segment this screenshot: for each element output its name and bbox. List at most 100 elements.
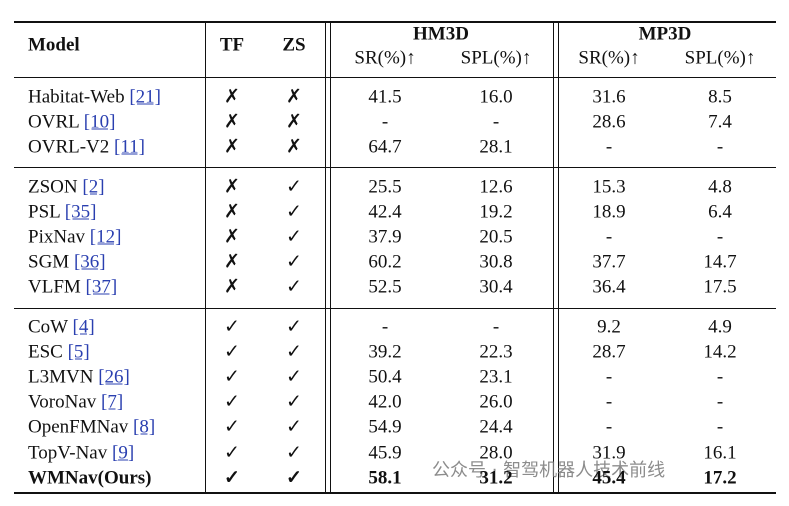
citation: [4] [72,316,95,338]
model-name: PSL [28,201,61,223]
header-tf: TF [219,34,245,56]
header-zs: ZS [282,34,306,56]
model-cell: TopV-Nav [9] [28,443,134,462]
zs-cell: ✓ [286,251,302,273]
value-cell: 4.9 [708,316,732,338]
value-cell: 50.4 [368,366,402,388]
tf-cell: ✓ [224,316,240,338]
value-cell: 30.4 [479,276,513,298]
tf-cell: ✗ [224,86,240,108]
value-cell: - [492,316,500,338]
value-cell: 15.3 [592,176,626,198]
value-cell: 39.2 [368,341,402,363]
model-cell: L3MVN [26] [28,368,130,387]
citation: [2] [82,176,105,198]
model-name: TopV-Nav [28,442,108,463]
value-cell: - [716,391,724,413]
citation: [36] [73,251,106,273]
zs-cell: ✗ [286,111,302,133]
value-cell: 28.0 [479,442,513,463]
zs-cell: ✓ [286,276,302,298]
citation: [9] [112,442,135,463]
model-cell: OpenFMNav [8] [28,418,155,437]
tf-cell: ✓ [224,467,240,489]
model-cell: ESC [5] [28,343,90,362]
value-cell: - [716,136,724,158]
value-cell: 4.8 [708,176,732,198]
header-metric: SR(%)↑ [354,47,416,69]
model-cell: PixNav [12] [28,228,121,247]
value-cell: 41.5 [368,86,402,108]
value-cell: 25.5 [368,176,402,198]
model-name: CoW [28,316,68,338]
zs-cell: ✓ [286,226,302,248]
value-cell: 31.6 [592,86,626,108]
zs-cell: ✓ [286,442,302,463]
tf-cell: ✗ [224,226,240,248]
model-name: SGM [28,251,70,273]
column-rule [205,22,206,493]
citation: [5] [67,341,90,363]
value-cell: 7.4 [708,111,732,133]
model-name: Habitat-Web [28,86,125,108]
citation: [21] [129,86,162,108]
tf-cell: ✓ [224,442,240,463]
header-group: MP3D [638,23,692,45]
column-rule [558,22,559,493]
bottom-rule [14,492,776,494]
citation: [26] [98,366,130,388]
citation: [11] [114,136,145,158]
model-cell: PSL [35] [28,203,96,222]
model-name: OVRL [28,111,80,133]
value-cell: 17.5 [703,276,737,298]
zs-cell: ✓ [286,201,302,223]
model-name: PixNav [28,226,85,248]
header-metric: SPL(%)↑ [460,47,532,69]
value-cell: 36.4 [592,276,626,298]
value-cell: 9.2 [597,316,621,338]
value-cell: 8.5 [708,86,732,108]
model-name: ESC [28,341,63,363]
watermark: 公众号 · 智驾机器人技术前线 [432,460,666,481]
value-cell: - [381,111,389,133]
zs-cell: ✓ [286,366,302,388]
value-cell: 30.8 [479,251,513,273]
value-cell: 18.9 [592,201,626,223]
zs-cell: ✓ [286,176,302,198]
model-cell: Habitat-Web [21] [28,88,161,107]
header-group: HM3D [413,23,469,45]
model-cell: SGM [36] [28,253,106,272]
zs-cell: ✓ [286,316,302,338]
citation: [8] [133,416,156,438]
model-name: WMNav(Ours) [28,467,152,489]
value-cell: 28.1 [479,136,513,158]
value-cell: 37.7 [592,251,626,273]
value-cell: 24.4 [479,416,513,438]
citation: [37] [85,276,118,298]
model-cell: CoW [4] [28,318,95,337]
value-cell: 58.1 [368,467,402,489]
model-name: VLFM [28,276,81,298]
citation: [12] [89,226,122,248]
tf-cell: ✗ [224,201,240,223]
tf-cell: ✗ [224,136,240,158]
value-cell: 22.3 [479,341,513,363]
value-cell: 45.9 [368,442,402,463]
value-cell: - [716,226,724,248]
tf-cell: ✗ [224,111,240,133]
value-cell: 45.4 [592,467,626,489]
model-cell: ZSON [2] [28,178,105,197]
model-name: VoroNav [28,391,97,413]
value-cell: 23.1 [479,366,513,388]
citation: [10] [83,111,116,133]
value-cell: - [605,226,613,248]
value-cell: 37.9 [368,226,402,248]
value-cell: 42.0 [368,391,402,413]
zs-cell: ✓ [286,467,302,489]
citation: [7] [101,391,124,413]
value-cell: 17.2 [703,467,737,489]
value-cell: 42.4 [368,201,402,223]
value-cell: 31.2 [479,467,513,489]
value-cell: 60.2 [368,251,402,273]
